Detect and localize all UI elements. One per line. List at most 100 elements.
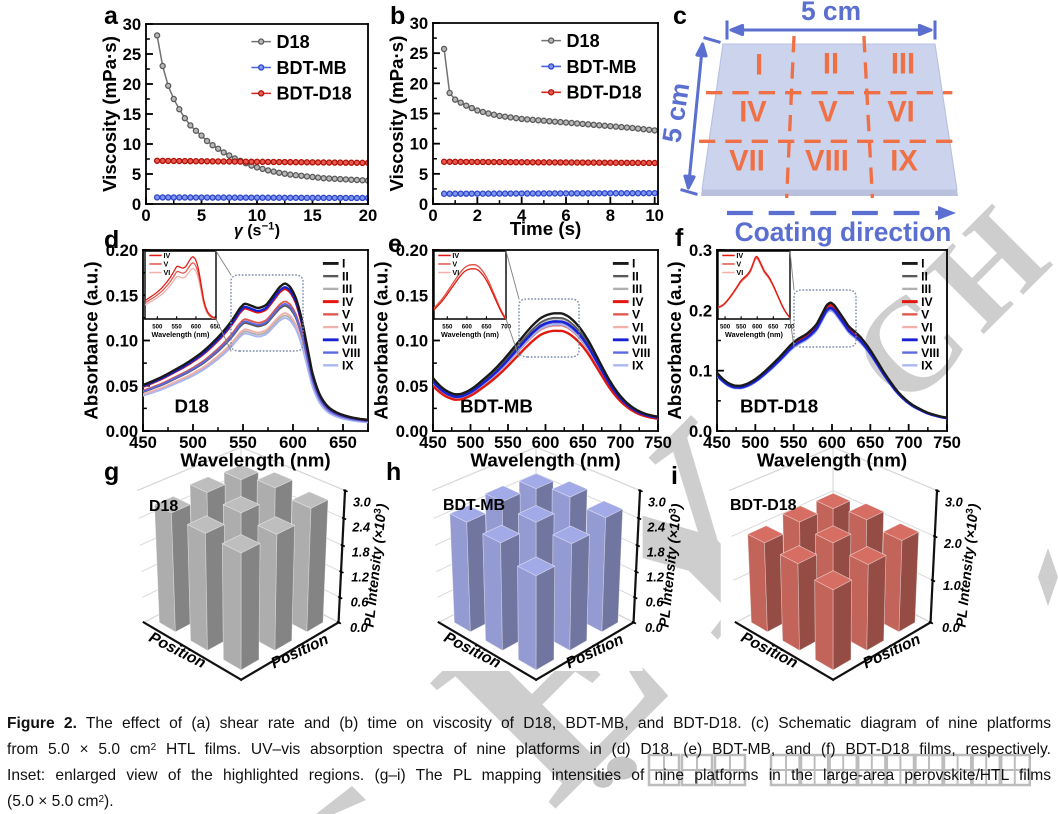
svg-text:IV: IV <box>632 295 644 309</box>
svg-text:IX: IX <box>890 146 918 178</box>
svg-text:450: 450 <box>419 433 447 452</box>
svg-text:D18: D18 <box>567 31 600 51</box>
svg-text:500: 500 <box>741 433 769 452</box>
svg-text:V: V <box>818 97 838 129</box>
svg-text:b: b <box>390 2 405 30</box>
svg-text:0.00: 0.00 <box>106 422 138 441</box>
svg-text:V: V <box>632 308 641 322</box>
svg-text:Absorbance (a.u.): Absorbance (a.u.) <box>81 261 102 419</box>
svg-text:500: 500 <box>457 433 485 452</box>
svg-text:550: 550 <box>442 323 453 330</box>
svg-text:VI: VI <box>921 320 933 334</box>
svg-text:VIII: VIII <box>921 346 939 360</box>
svg-text:600: 600 <box>818 433 846 452</box>
svg-text:0.10: 0.10 <box>106 332 138 351</box>
svg-text:550: 550 <box>229 433 257 452</box>
svg-text:2.4: 2.4 <box>646 519 665 534</box>
svg-text:IV: IV <box>163 251 170 260</box>
svg-text:0.20: 0.20 <box>106 241 138 260</box>
svg-text:III: III <box>632 282 642 296</box>
svg-text:30: 30 <box>123 15 142 34</box>
svg-text:Wavelength (nm): Wavelength (nm) <box>152 330 210 339</box>
svg-text:0: 0 <box>132 195 141 214</box>
svg-text:Viscosity (mPa·s): Viscosity (mPa·s) <box>99 36 120 192</box>
svg-text:IV: IV <box>921 295 933 309</box>
svg-text:Coating direction: Coating direction <box>735 217 952 247</box>
svg-text:650: 650 <box>856 433 884 452</box>
svg-text:0: 0 <box>428 206 437 225</box>
svg-text:25: 25 <box>410 44 429 63</box>
svg-text:Wavelength (nm): Wavelength (nm) <box>180 449 330 470</box>
svg-text:VII: VII <box>632 333 647 347</box>
svg-text:8: 8 <box>606 206 615 225</box>
svg-text:750: 750 <box>644 433 672 452</box>
svg-text:0.0: 0.0 <box>689 422 712 441</box>
svg-text:V: V <box>342 308 351 322</box>
svg-text:500: 500 <box>179 433 207 452</box>
svg-text:0.1: 0.1 <box>689 362 712 381</box>
svg-text:550: 550 <box>736 323 747 330</box>
svg-text:650: 650 <box>768 323 779 330</box>
svg-text:Wavelength (nm): Wavelength (nm) <box>757 449 907 470</box>
svg-text:600: 600 <box>191 323 202 330</box>
svg-text:10: 10 <box>645 206 664 225</box>
svg-text:D18: D18 <box>149 498 178 515</box>
svg-text:VII: VII <box>729 146 765 178</box>
svg-text:700: 700 <box>607 433 635 452</box>
svg-text:BDT-MB: BDT-MB <box>567 57 637 77</box>
svg-text:P L I n: P L I n t e n s i t y ( × 1 0 ) 3 <box>354 497 392 629</box>
svg-text:550: 550 <box>780 433 808 452</box>
svg-text:Absorbance (a.u.): Absorbance (a.u.) <box>664 261 685 419</box>
svg-text:e: e <box>388 230 402 258</box>
svg-text:0.0: 0.0 <box>942 620 960 635</box>
svg-text:I: I <box>755 50 763 82</box>
svg-text:VI: VI <box>342 320 354 334</box>
svg-text:V: V <box>736 260 741 269</box>
svg-text:6: 6 <box>561 206 570 225</box>
svg-text:10: 10 <box>248 206 267 225</box>
svg-text:VI: VI <box>163 268 170 277</box>
svg-text:II: II <box>632 269 639 283</box>
svg-text:VI: VI <box>452 268 459 277</box>
svg-text:I: I <box>632 257 635 271</box>
svg-text:V: V <box>452 260 457 269</box>
svg-text:0: 0 <box>141 206 150 225</box>
svg-text:D18: D18 <box>175 395 209 416</box>
svg-text:20: 20 <box>359 206 378 225</box>
svg-text:BDT-MB: BDT-MB <box>443 497 505 514</box>
svg-text:VIII: VIII <box>342 346 360 360</box>
svg-text:VIII: VIII <box>805 146 849 178</box>
svg-text:650: 650 <box>569 433 597 452</box>
svg-text:VI: VI <box>632 320 644 334</box>
svg-text:III: III <box>342 282 352 296</box>
svg-text:IV: IV <box>736 251 743 260</box>
svg-text:I: I <box>342 257 345 271</box>
svg-text:g: g <box>104 458 119 486</box>
svg-text:Viscosity (mPa·s): Viscosity (mPa·s) <box>386 36 407 192</box>
svg-text:20: 20 <box>123 75 142 94</box>
svg-text:VI: VI <box>887 97 915 129</box>
svg-text:700: 700 <box>895 433 923 452</box>
svg-text:1.8: 1.8 <box>352 545 371 560</box>
svg-text:5: 5 <box>132 165 141 184</box>
svg-text:VI: VI <box>736 268 743 277</box>
svg-text:650: 650 <box>481 323 492 330</box>
svg-text:15: 15 <box>123 105 142 124</box>
svg-text:20: 20 <box>410 74 429 93</box>
svg-text:0: 0 <box>419 195 428 214</box>
svg-text:4: 4 <box>517 206 527 225</box>
svg-text:IX: IX <box>342 359 354 373</box>
svg-text:25: 25 <box>123 45 142 64</box>
svg-text:650: 650 <box>329 433 357 452</box>
svg-text:h: h <box>386 458 401 486</box>
svg-text:3.0: 3.0 <box>648 494 666 509</box>
svg-text:750: 750 <box>933 433 961 452</box>
svg-text:1.0: 1.0 <box>943 578 961 593</box>
svg-text:V: V <box>921 308 930 322</box>
svg-text:Wavelength (nm): Wavelength (nm) <box>470 449 620 470</box>
svg-text:P L I n: P L I n t e n s i t y ( × 1 0 ) 3 <box>946 497 984 629</box>
svg-text:5 cm: 5 cm <box>801 0 861 26</box>
svg-text:d: d <box>104 226 119 254</box>
svg-text:2.4: 2.4 <box>351 519 370 534</box>
svg-text:500: 500 <box>152 323 163 330</box>
